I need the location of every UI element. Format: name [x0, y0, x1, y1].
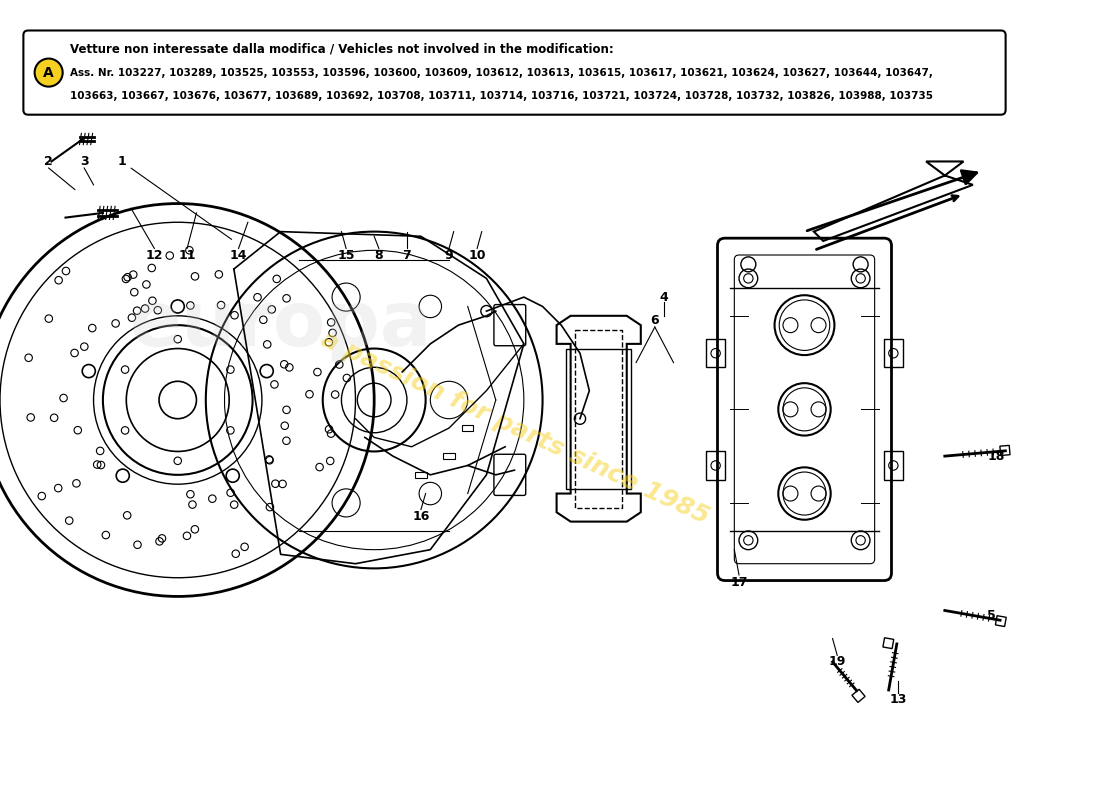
Text: 10: 10 [469, 249, 486, 262]
Bar [706, 451, 725, 479]
Bar [462, 426, 473, 431]
Bar [443, 454, 454, 459]
Bar [416, 472, 427, 478]
Bar [883, 638, 894, 649]
Bar [565, 349, 631, 489]
Text: 5: 5 [987, 609, 996, 622]
Bar [884, 451, 903, 479]
Text: 1: 1 [118, 155, 232, 239]
Text: 11: 11 [178, 249, 196, 262]
Text: europa: europa [130, 288, 432, 362]
Bar [1000, 446, 1010, 455]
Bar [706, 339, 725, 367]
Text: 2: 2 [44, 155, 53, 168]
Text: 8: 8 [374, 249, 383, 262]
Text: 18: 18 [988, 450, 1005, 462]
Text: 3: 3 [80, 155, 88, 168]
Text: 16: 16 [412, 510, 430, 523]
Circle shape [34, 58, 63, 86]
Text: 12: 12 [145, 249, 163, 262]
Text: 14: 14 [230, 249, 248, 262]
Text: 15: 15 [338, 249, 355, 262]
Bar [996, 616, 1006, 626]
FancyBboxPatch shape [23, 30, 1005, 114]
Bar [884, 339, 903, 367]
Text: 103663, 103667, 103676, 103677, 103689, 103692, 103708, 103711, 103714, 103716, : 103663, 103667, 103676, 103677, 103689, … [70, 91, 933, 101]
Bar [851, 690, 865, 702]
Text: a passion for parts since 1985: a passion for parts since 1985 [317, 327, 713, 529]
Text: 4: 4 [660, 290, 669, 304]
Text: A: A [43, 66, 54, 79]
Text: 7: 7 [403, 249, 411, 262]
Text: Vetture non interessate dalla modifica / Vehicles not involved in the modificati: Vetture non interessate dalla modifica /… [70, 42, 614, 56]
Text: 17: 17 [730, 576, 748, 589]
Text: 13: 13 [889, 693, 906, 706]
Text: Ass. Nr. 103227, 103289, 103525, 103553, 103596, 103600, 103609, 103612, 103613,: Ass. Nr. 103227, 103289, 103525, 103553,… [70, 67, 933, 78]
Text: 6: 6 [650, 314, 659, 327]
Text: 9: 9 [444, 249, 453, 262]
Text: 19: 19 [828, 655, 846, 669]
